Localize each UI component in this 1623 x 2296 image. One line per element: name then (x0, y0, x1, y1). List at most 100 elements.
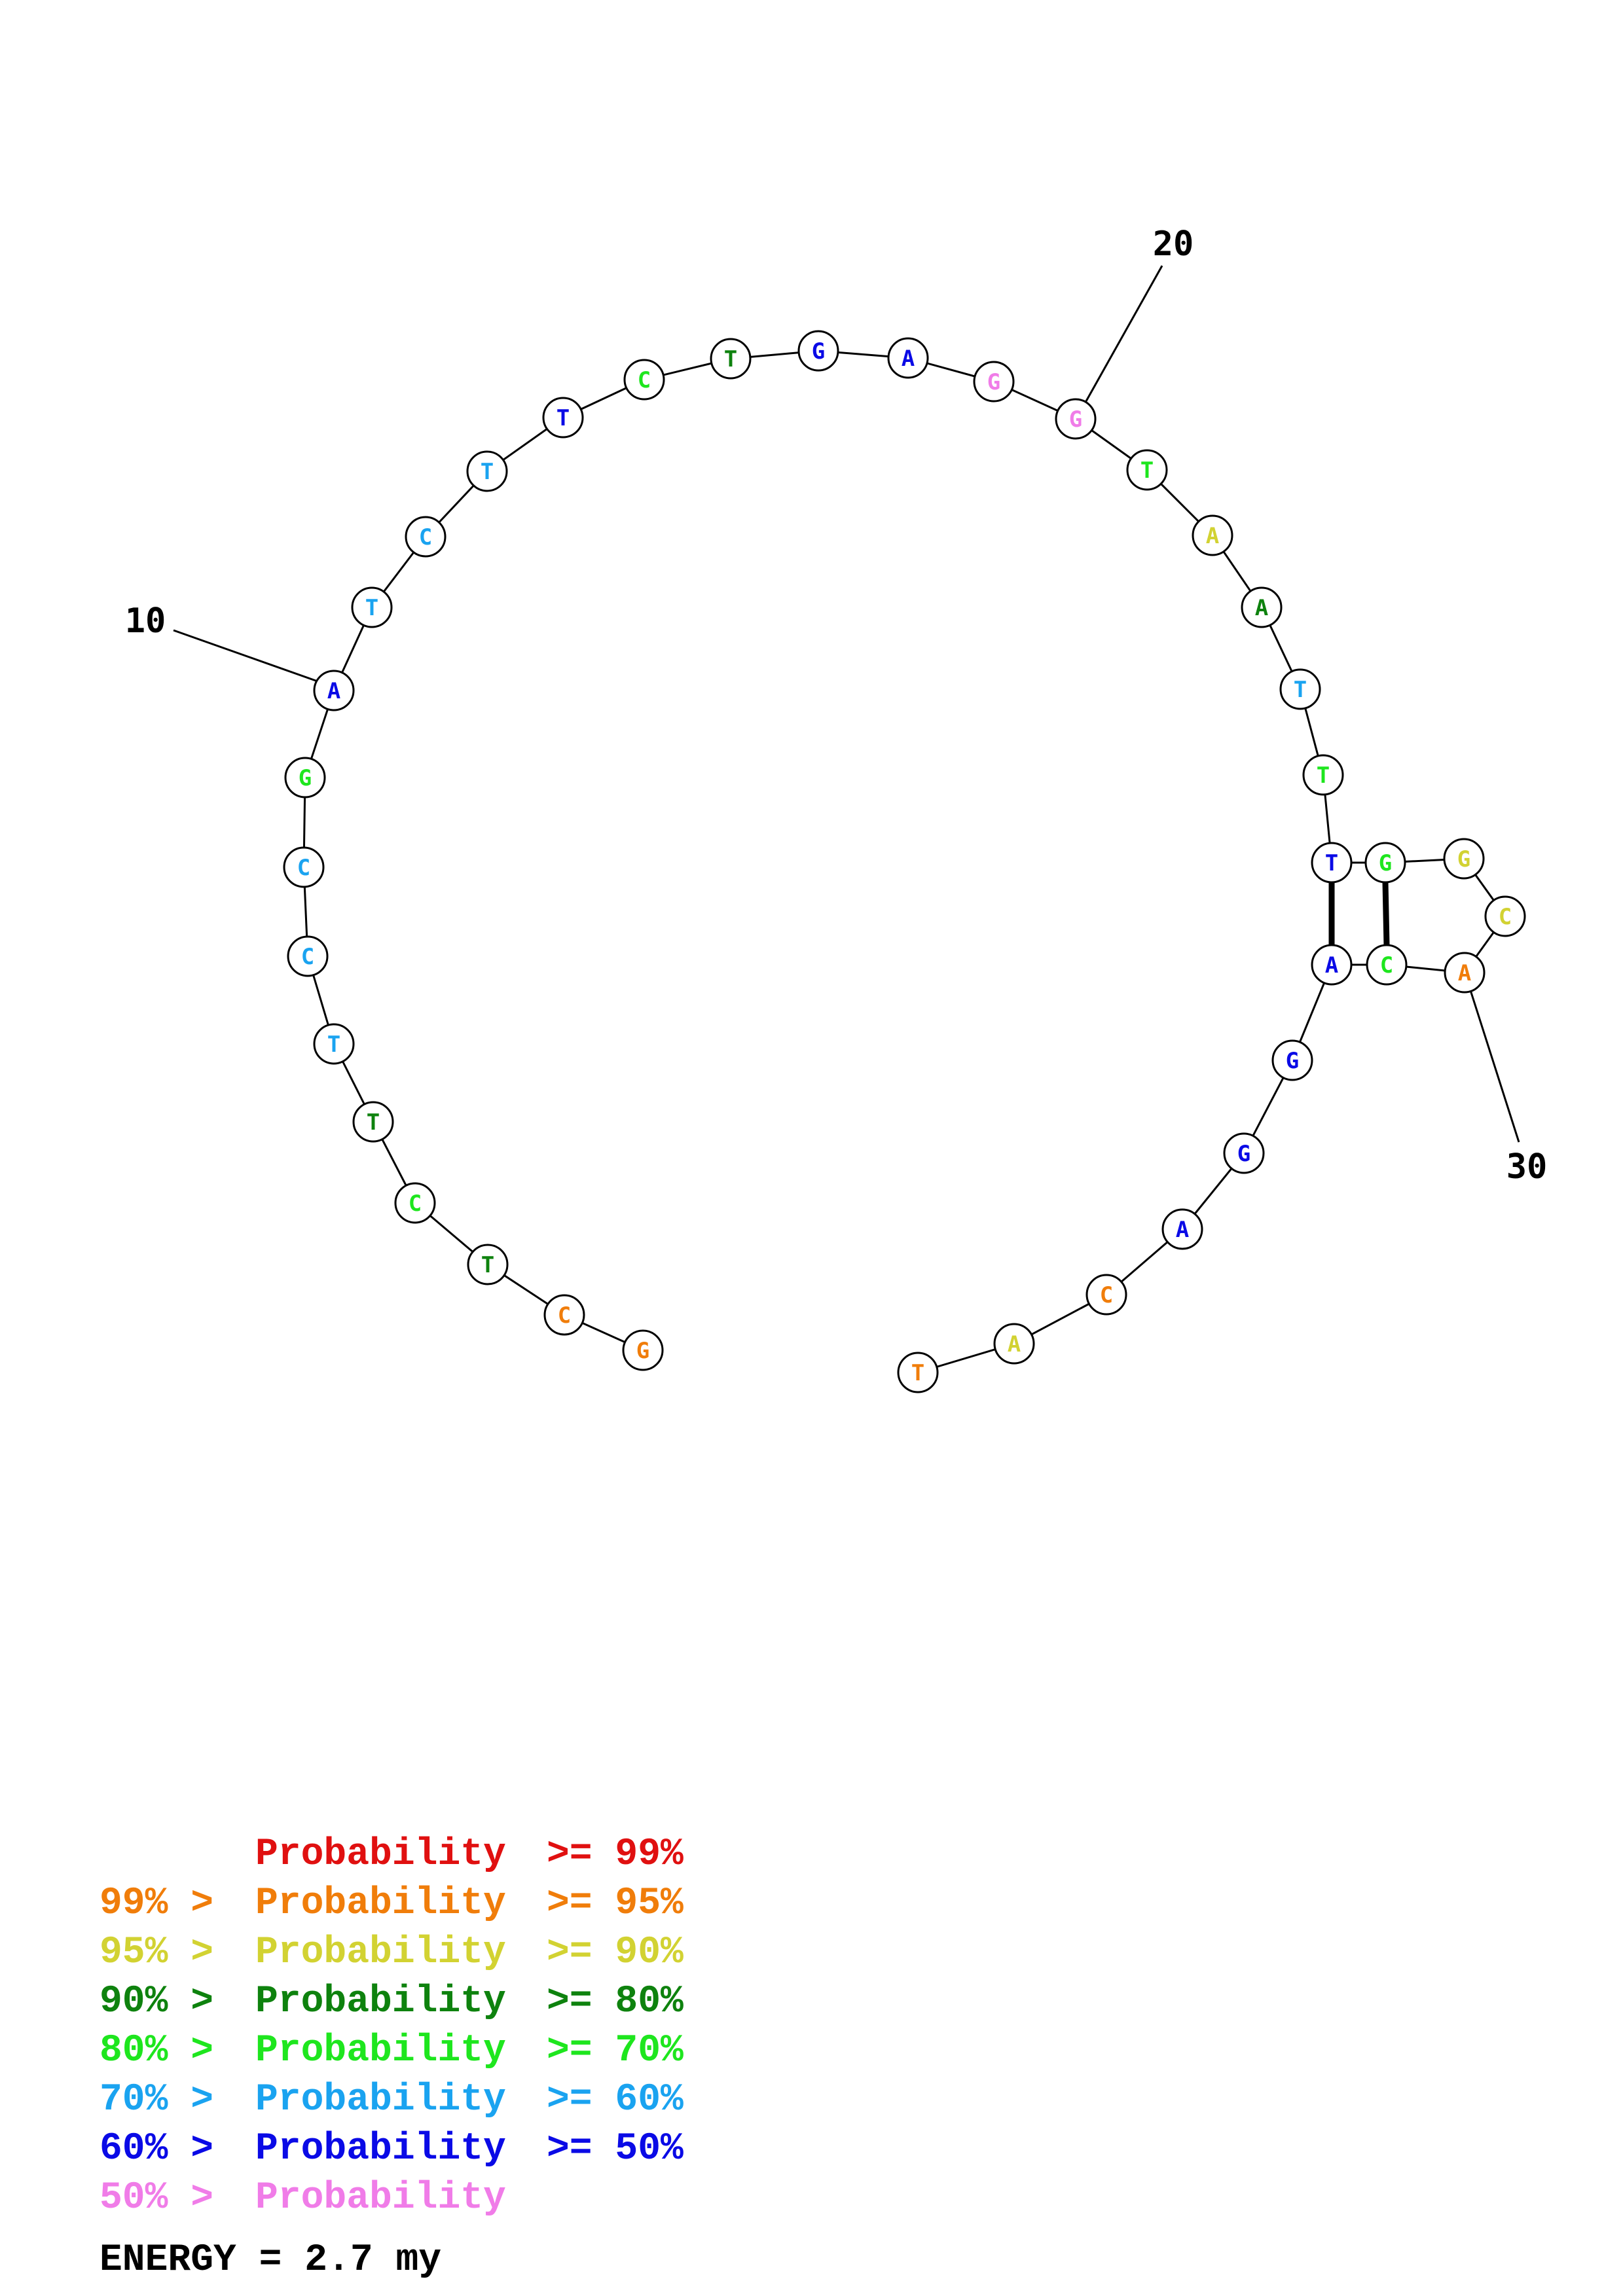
nucleotide-circle (623, 359, 665, 401)
nucleotide-circle (313, 1023, 355, 1065)
legend-row-0: Probability >= 99% (255, 1833, 684, 1876)
nucleotide-32: A (1311, 944, 1353, 986)
nucleotide-circle (973, 361, 1015, 403)
nucleotide-circle (1161, 1208, 1203, 1250)
legend-prefix: 50% > (100, 2177, 213, 2219)
nucleotide-letter: G (1457, 846, 1470, 872)
nucleotide-circle (1085, 1274, 1127, 1316)
legend-row-1: 99% > Probability >= 95% (100, 1882, 684, 1925)
nucleotide-letter: T (1140, 457, 1154, 484)
nucleotide-letter: T (556, 405, 570, 431)
nucleotide-circle (284, 757, 326, 798)
nucleotide-letter: G (636, 1338, 649, 1364)
nucleotide-circle (897, 1352, 939, 1393)
nucleotide-33: G (1271, 1039, 1313, 1081)
nucleotide-circle (1241, 586, 1283, 628)
legend-row-7: 50% > Probability (100, 2177, 506, 2219)
nucleotide-circle (1366, 944, 1408, 986)
nucleotide-letter: G (987, 369, 1000, 395)
nucleotide-letter: C (1499, 904, 1512, 930)
nucleotide-9: G (284, 757, 326, 798)
nucleotide-circle (352, 1101, 394, 1143)
legend-label: Probability (255, 1882, 506, 1925)
nucleotide-12: C (405, 516, 447, 558)
nucleotide-letter: A (1325, 952, 1338, 978)
nucleotide-letter: G (1069, 406, 1082, 433)
nucleotide-3: T (467, 1244, 509, 1285)
nucleotide-letter: T (1317, 762, 1330, 789)
nucleotide-letter: A (902, 346, 915, 372)
legend-prefix: 60% > (100, 2128, 213, 2170)
nucleotide-22: A (1192, 514, 1233, 556)
nucleotide-letter: G (1237, 1141, 1250, 1167)
nucleotide-letter: T (327, 1031, 340, 1058)
legend-suffix: >= 80% (547, 1981, 684, 2023)
nucleotide-circle (1271, 1039, 1313, 1081)
probability-legend: Probability >= 99% 99% > Probability >= … (100, 1833, 684, 2282)
nucleotide-letter: T (724, 346, 737, 372)
legend-row-3: 90% > Probability >= 80% (100, 1981, 684, 2023)
nucleotide-letter: T (481, 1252, 494, 1278)
legend-prefix: 90% > (100, 1981, 213, 2023)
legend-row-6: 60% > Probability >= 50% (100, 2128, 684, 2170)
position-label-10: 10 (125, 601, 166, 641)
nucleotide-36: C (1085, 1274, 1127, 1316)
nucleotide-letter: T (365, 595, 378, 621)
nucleotide-letter: T (1325, 850, 1338, 876)
nucleotide-31: C (1366, 944, 1408, 986)
nucleotide-letter: C (419, 524, 432, 550)
nucleotide-21: T (1126, 449, 1168, 491)
nucleotide-15: C (623, 359, 665, 401)
nucleotide-circle (1444, 952, 1486, 994)
nucleotide-circle (394, 1182, 436, 1224)
nucleotide-letter: C (297, 855, 310, 881)
nucleotide-2: C (543, 1294, 585, 1336)
legend-label: Probability (255, 2079, 506, 2121)
legend-label: Probability (255, 1833, 506, 1876)
nucleotide-7: C (287, 935, 329, 977)
nucleotide-circle (1223, 1132, 1265, 1174)
legend-suffix: >= 50% (547, 2128, 684, 2170)
nucleotide-circle (466, 450, 508, 492)
nucleotide-letter: C (1380, 952, 1393, 978)
legend-suffix: >= 60% (547, 2079, 684, 2121)
legend-prefix: 70% > (100, 2079, 213, 2121)
nucleotide-38: T (897, 1352, 939, 1393)
nucleotide-37: A (993, 1323, 1035, 1365)
nucleotide-circle (1192, 514, 1233, 556)
nucleotide-circle (542, 397, 584, 439)
nucleotide-30: A (1444, 952, 1486, 994)
nucleotide-nodes: G C T C T T C C G A T C T T C T G A G G T A A T T T G G C A C A G G A C A T (283, 330, 1526, 1393)
legend-label: Probability (255, 2030, 506, 2072)
base-pair-bond (1382, 882, 1390, 946)
nucleotide-1: G (622, 1329, 664, 1371)
nucleotide-letter: C (301, 944, 314, 970)
legend-label: Probability (255, 1981, 506, 2023)
position-leader-line (173, 629, 331, 687)
nucleotide-8: C (283, 846, 325, 888)
position-leader-line (1082, 265, 1163, 406)
nucleotide-circle (287, 935, 329, 977)
legend-row-2: 95% > Probability >= 90% (100, 1931, 684, 1974)
nucleotide-13: T (466, 450, 508, 492)
position-leader-line (1468, 988, 1520, 1143)
nucleotide-circle (1311, 944, 1353, 986)
legend-prefix: 95% > (100, 1931, 213, 1974)
nucleotide-letter: A (1206, 523, 1219, 549)
nucleotide-circle (1364, 842, 1406, 884)
nucleotide-letter: G (812, 338, 825, 365)
nucleotide-10: A (313, 670, 355, 711)
legend-label: Probability (255, 2177, 506, 2219)
base-pair-lines (1328, 882, 1390, 946)
legend-prefix: 80% > (100, 2030, 213, 2072)
nucleotide-circle (1279, 668, 1321, 710)
nucleotide-letter: T (367, 1109, 380, 1136)
nucleotide-35: A (1161, 1208, 1203, 1250)
position-label-20: 20 (1153, 224, 1194, 264)
energy-label: ENERGY = 2.7 my (100, 2239, 441, 2282)
nucleotide-letter: T (481, 459, 494, 485)
nucleotide-letter: C (558, 1302, 571, 1329)
nucleotide-letter: A (1255, 595, 1268, 621)
nucleotide-23: A (1241, 586, 1283, 628)
